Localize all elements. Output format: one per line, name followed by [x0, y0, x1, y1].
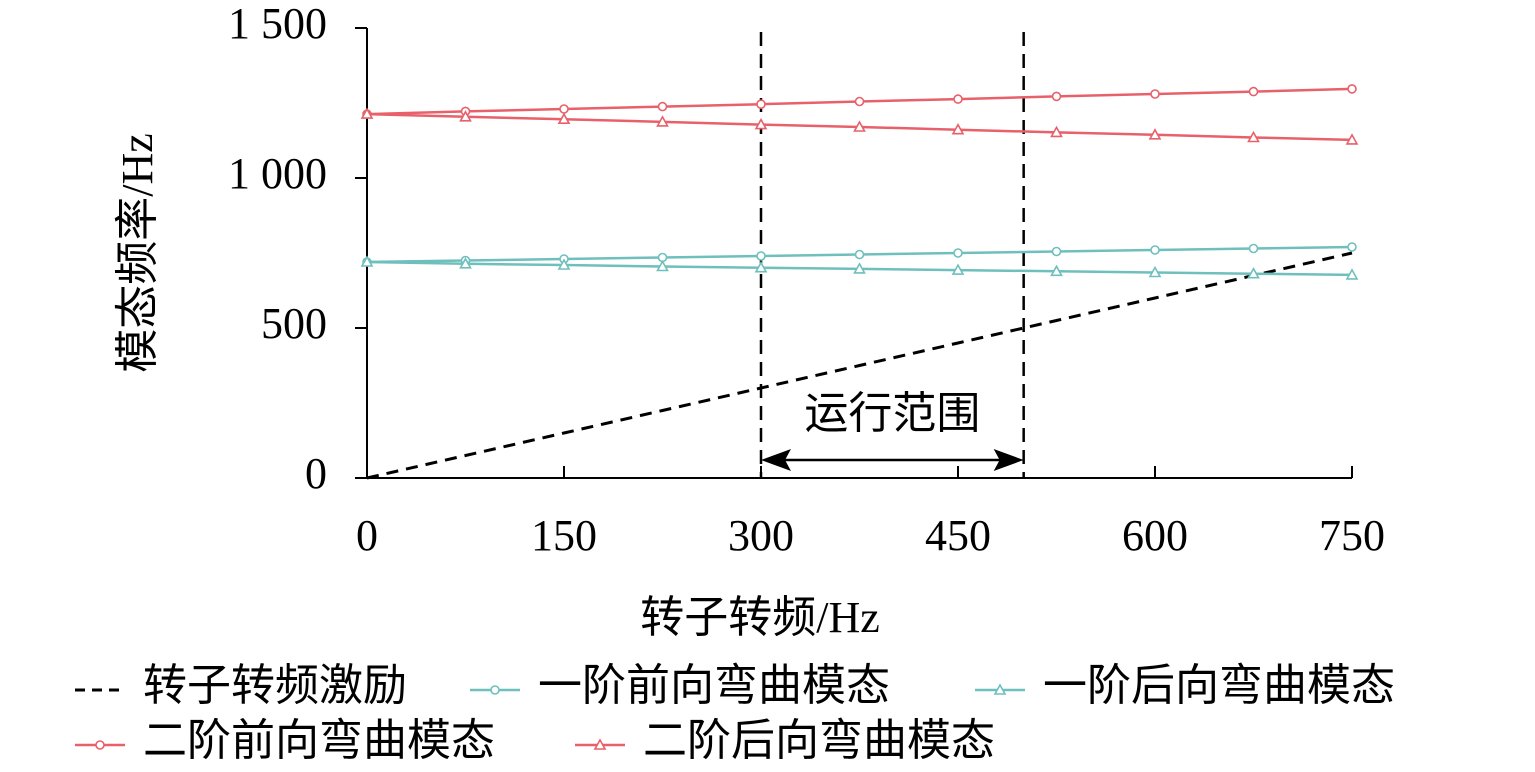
legend-marker	[490, 685, 500, 695]
point	[1148, 265, 1162, 278]
point	[657, 101, 668, 112]
x-tick-label: 0	[356, 511, 378, 560]
point	[360, 255, 374, 267]
legend-label: 一阶前向弯曲模态	[538, 661, 890, 710]
x-tick-label: 450	[925, 511, 991, 560]
point	[1347, 84, 1357, 94]
y-axis-label: 模态频率/Hz	[113, 133, 162, 373]
point	[953, 248, 963, 258]
point	[1051, 246, 1062, 257]
point	[1248, 86, 1259, 97]
point	[754, 261, 768, 273]
point	[559, 104, 569, 114]
legend-label: 二阶后向弯曲模态	[643, 716, 995, 765]
series-line	[366, 251, 1353, 480]
point	[1247, 267, 1260, 279]
annotation: 运行范围	[804, 389, 980, 438]
point	[656, 115, 669, 127]
point	[1148, 128, 1162, 140]
point	[459, 257, 472, 269]
point	[1050, 264, 1063, 277]
point	[756, 251, 766, 261]
point	[951, 263, 965, 275]
x-tick-label: 600	[1122, 511, 1188, 560]
legend-marker	[593, 738, 607, 750]
arrow-head	[761, 449, 791, 471]
x-tick-label: 300	[728, 511, 794, 560]
point	[951, 123, 965, 135]
y-tick-label: 1 500	[228, 0, 327, 48]
y-tick-label: 1 000	[228, 149, 327, 198]
y-tick-label: 0	[305, 449, 327, 498]
y-tick-label: 500	[261, 299, 327, 348]
point	[1345, 133, 1359, 145]
point	[1150, 89, 1160, 99]
point	[756, 99, 766, 109]
point	[853, 262, 866, 274]
point	[1050, 125, 1063, 138]
point	[754, 117, 768, 130]
point	[1150, 245, 1160, 255]
legend-label: 转子转频激励	[143, 661, 407, 710]
point	[953, 94, 963, 104]
arrow-head	[993, 449, 1024, 471]
point	[1247, 130, 1260, 143]
point	[1347, 242, 1357, 252]
point	[853, 120, 866, 132]
point	[557, 112, 571, 124]
x-axis-label: 转子转频/Hz	[640, 593, 880, 642]
point	[1248, 243, 1259, 254]
point	[854, 96, 865, 107]
point	[1051, 91, 1062, 102]
legend-marker	[95, 740, 105, 750]
legend-label: 二阶前向弯曲模态	[143, 716, 495, 765]
point	[854, 249, 865, 260]
x-tick-label: 750	[1319, 511, 1385, 560]
point	[656, 259, 669, 272]
point	[1345, 268, 1359, 280]
x-tick-label: 150	[531, 511, 597, 560]
legend-marker	[993, 683, 1007, 695]
point	[459, 110, 472, 122]
point	[557, 258, 571, 270]
point	[360, 107, 374, 119]
legend-label: 一阶后向弯曲模态	[1043, 661, 1395, 710]
